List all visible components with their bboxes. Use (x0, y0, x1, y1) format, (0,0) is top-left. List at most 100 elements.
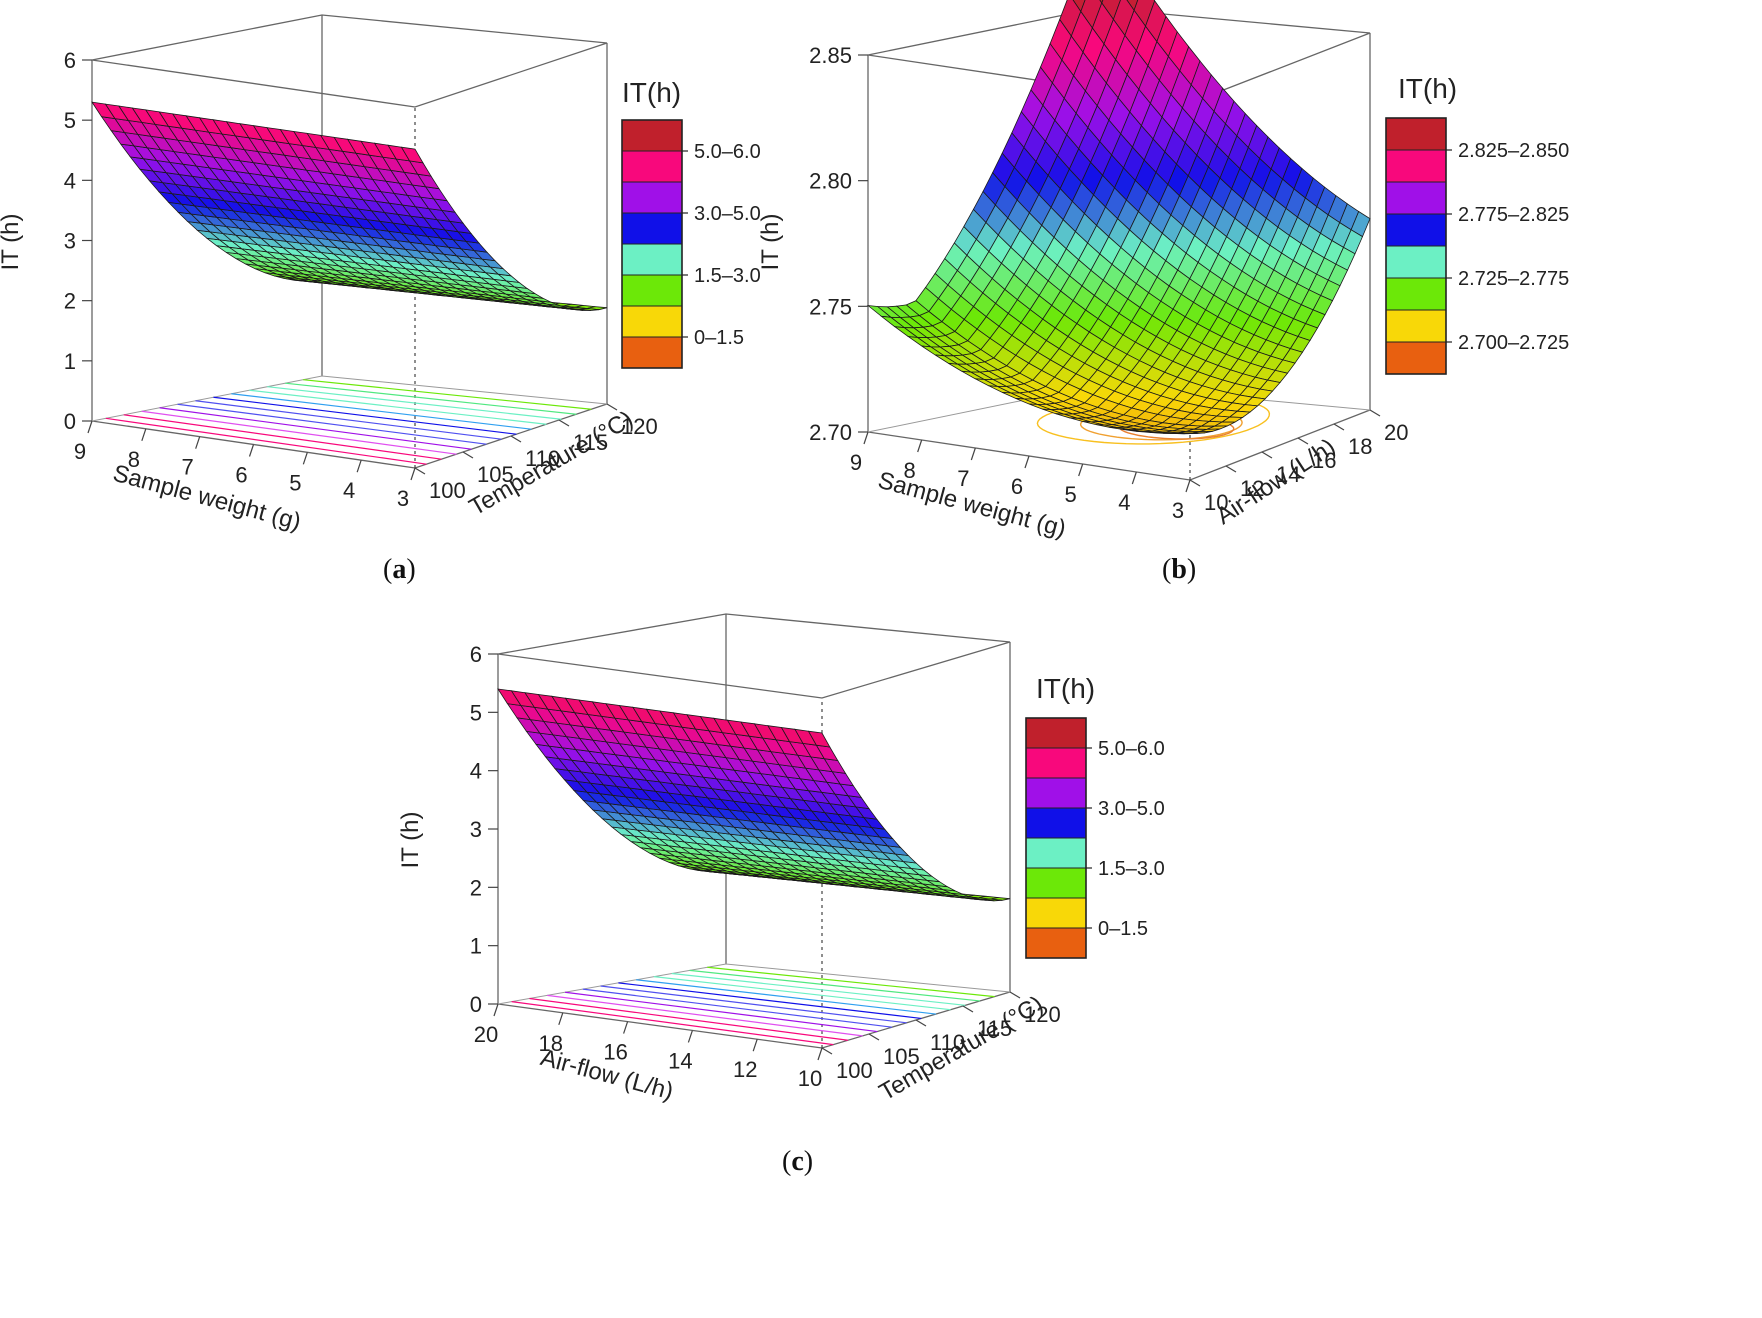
x-tick-label: 8 (128, 447, 140, 472)
legend-label: 0–1.5 (694, 327, 744, 349)
x-tick-mark (752, 1039, 758, 1052)
y-tick-mark (821, 1047, 833, 1055)
x-tick-mark (248, 444, 255, 457)
z-axis-title: IT (h) (757, 214, 784, 271)
caption-letter: a (392, 554, 406, 585)
x-tick-label: 5 (1065, 482, 1077, 507)
z-tick-label: 5 (64, 108, 76, 133)
legend-label: 2.825–2.850 (1458, 140, 1569, 162)
z-tick-label: 2.75 (809, 294, 852, 319)
z-tick-label: 1 (64, 349, 76, 374)
response-surface (91, 101, 608, 311)
contour-line (285, 382, 577, 415)
chart-panel-b: 2.70 2.75 2.80 2.85 IT (h) 9 8 7 6 5 4 3 Sample weig… (757, 0, 1762, 660)
x-tick-mark (1078, 463, 1084, 477)
z-tick-label: 2.80 (809, 169, 852, 194)
x-tick-label: 6 (235, 463, 247, 488)
x-tick-mark (195, 436, 201, 449)
contour-line (177, 403, 487, 445)
z-tick-label: 5 (470, 700, 482, 725)
caption-paren: ( (782, 1146, 791, 1177)
x-tick-label: 10 (798, 1066, 822, 1091)
y-tick-label: 12 (1240, 476, 1264, 501)
z-tick-label: 0 (64, 409, 76, 434)
x-tick-mark (1185, 479, 1191, 493)
caption-paren: ( (1162, 554, 1171, 585)
legend-swatch (1385, 181, 1447, 215)
x-tick-mark (493, 1003, 499, 1017)
contour-line (195, 400, 502, 440)
contour-line (303, 379, 592, 410)
floor-contours (105, 379, 592, 465)
y-tick-mark (962, 1005, 974, 1013)
y-tick-mark (510, 435, 522, 443)
x-tick-mark (558, 1012, 564, 1025)
y-tick-mark (1225, 465, 1237, 473)
z-tick-label: 6 (470, 642, 482, 667)
legend-scale (1025, 717, 1092, 959)
legend-title: IT(h) (622, 77, 681, 108)
y-axis-title: Air-flow (L/h) (1212, 433, 1341, 530)
contour-line (707, 966, 995, 998)
x-tick-label: 7 (182, 455, 194, 480)
contour-line (689, 969, 980, 1002)
surface-facet (807, 730, 831, 748)
x-tick-label: 6 (1011, 474, 1023, 499)
legend-swatch (1385, 277, 1447, 311)
legend-swatch (1385, 309, 1447, 343)
legend-label: 2.775–2.825 (1458, 204, 1569, 226)
x-tick-mark (687, 1030, 693, 1043)
contour-line (105, 417, 427, 465)
x-tick-label: 9 (850, 450, 862, 475)
contour-line (123, 414, 442, 460)
box-floor-back-edges (91, 375, 608, 422)
contour-line (653, 976, 951, 1011)
x-tick-label: 14 (668, 1048, 692, 1073)
x-tick-label: 4 (1118, 490, 1130, 515)
x-tick-mark (1131, 471, 1137, 485)
y-tick-mark (1333, 423, 1345, 431)
contour-line (618, 982, 922, 1020)
z-tick-label: 2 (470, 875, 482, 900)
z-axis-title: IT (h) (397, 812, 424, 869)
y-tick-label: 20 (1384, 420, 1408, 445)
y-tick-label: 105 (883, 1044, 920, 1069)
legend-label: 5.0–6.0 (694, 141, 761, 163)
legend-title: IT(h) (1036, 673, 1095, 704)
y-tick-label: 18 (1348, 434, 1372, 459)
box-floor-back-edges (497, 963, 1011, 1005)
contour-line (600, 985, 907, 1024)
y-tick-label: 110 (930, 1030, 965, 1055)
x-tick-mark (970, 447, 976, 461)
box-top-face (91, 14, 608, 108)
legend-swatch (1385, 117, 1447, 151)
x-tick-label: 16 (603, 1040, 627, 1065)
y-tick-mark (915, 1019, 927, 1027)
chart-panel-c: 0 1 2 3 4 5 6 IT (h) 20 18 16 14 12 10 Air-flow (L/h) 1… (397, 613, 1330, 1318)
legend-label: 1.5–3.0 (1098, 858, 1165, 880)
y-tick-mark (1009, 991, 1021, 999)
x-tick-mark (1024, 455, 1030, 469)
x-tick-label: 12 (733, 1057, 757, 1082)
y-tick-mark (1297, 437, 1309, 445)
y-tick-mark (558, 419, 570, 427)
x-tick-mark (917, 439, 923, 453)
y-tick-label: 16 (1312, 448, 1336, 473)
legend-label: 3.0–5.0 (1098, 798, 1165, 820)
surface-facet (400, 146, 424, 164)
legend-swatch (621, 243, 683, 276)
legend-label: 1.5–3.0 (694, 265, 761, 287)
contour-line (267, 386, 562, 420)
z-axis-title: IT (h) (0, 214, 24, 271)
y-tick-label: 100 (836, 1058, 873, 1083)
contour-line (529, 997, 849, 1041)
panel-caption: (b) (1162, 554, 1196, 585)
y-tick-label: 120 (621, 414, 658, 439)
caption-paren: ( (383, 554, 392, 585)
legend-swatch (1025, 747, 1087, 779)
legend-swatch (1385, 245, 1447, 279)
contour-line (671, 972, 966, 1006)
legend-border (621, 119, 683, 369)
z-tick-label: 1 (470, 934, 482, 959)
legend-swatch (1025, 807, 1087, 839)
